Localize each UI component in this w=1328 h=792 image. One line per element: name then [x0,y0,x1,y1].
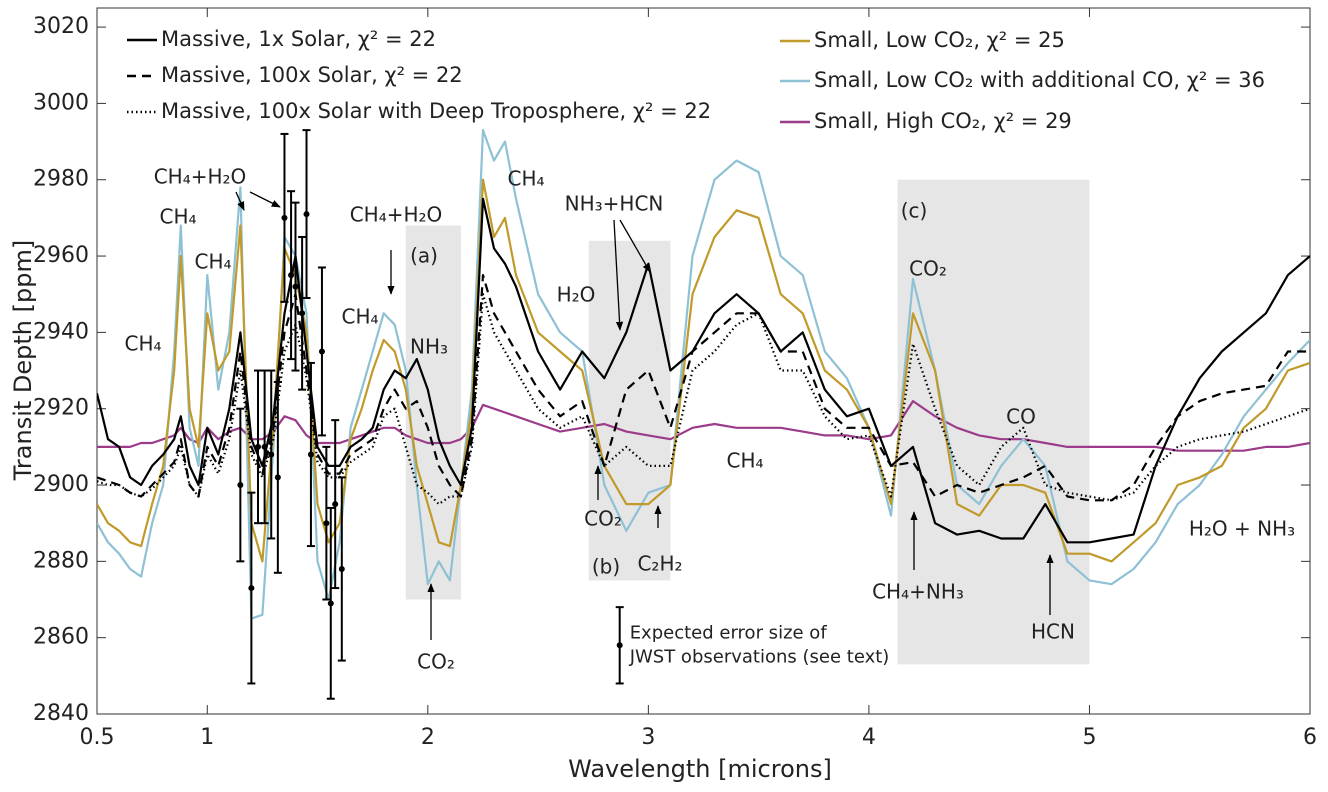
x-tick-label: 2 [421,725,435,750]
annotation-arrow [613,219,624,331]
data-point [281,214,288,221]
annotation: CH₄ [507,167,544,191]
spectrum-line [97,400,1310,452]
data-point [327,600,334,607]
y-tick-label: 2940 [33,319,89,344]
annotation: CO [1006,405,1036,429]
y-tick-label: 2920 [33,396,89,421]
data-point [332,501,339,508]
shaded-region [897,179,1090,665]
annotation: CO₂ [909,257,947,281]
annotation: HCN [1031,620,1075,644]
data-point [261,443,268,450]
annotation: CH₄ [194,250,231,274]
data-point [237,482,244,489]
data-point [318,348,325,355]
annotation: CO₂ [417,650,455,674]
region-label: (c) [901,199,928,223]
data-point [248,585,255,592]
data-point [307,451,314,458]
annotation: CH₄+H₂O [154,165,247,189]
annotation: C₂H₂ [637,552,682,576]
annotation: CH₄+H₂O [350,203,443,227]
y-axis-label: Transit Depth [ppm] [9,240,37,481]
region-label: (a) [410,244,438,268]
spectrum-line [97,178,1310,563]
data-point [323,520,330,527]
error-note: JWST observations (see text) [629,646,890,667]
annotation: CH₄ [159,205,196,229]
data-point [299,310,306,317]
y-tick-label: 3020 [33,14,89,39]
plot-frame [96,7,1311,715]
data-point [292,283,299,290]
annotation-arrow [619,219,651,273]
x-tick-label: 5 [1082,725,1096,750]
y-tick-label: 2840 [33,701,89,726]
x-tick-label: 6 [1303,725,1317,750]
plot-area [97,129,1310,620]
x-axis-label: Wavelength [microns] [568,755,832,783]
x-tick-label: 1 [200,725,214,750]
legend-label: Massive, 100x Solar, χ² = 22 [161,63,463,87]
x-tick-label: 0.5 [80,725,115,750]
legend-label: Massive, 1x Solar, χ² = 22 [161,27,436,51]
annotation: H₂O + NH₃ [1189,517,1295,541]
data-point [254,443,261,450]
spectrum-line [97,197,1310,544]
x-tick-label: 3 [641,725,655,750]
annotation: CH₄+NH₃ [872,580,964,604]
legend-label: Small, Low CO₂ with additional CO, χ² = … [814,68,1265,92]
data-point [616,642,623,649]
data-point [274,474,281,481]
spectrum-line [97,274,1310,502]
legend-label: Small, Low CO₂, χ² = 25 [814,28,1065,52]
y-tick-label: 3000 [33,90,89,115]
annotation: CH₄ [726,449,763,473]
data-point [268,451,275,458]
y-tick-label: 2860 [33,625,89,650]
data-point [303,211,310,218]
y-tick-label: 2880 [33,548,89,573]
legend-label: Small, High CO₂, χ² = 29 [814,109,1072,133]
annotation: NH₃+HCN [565,192,664,216]
annotation-arrow [249,191,281,208]
y-tick-label: 2980 [33,167,89,192]
annotation: CO₂ [584,507,622,531]
x-tick-label: 4 [862,725,876,750]
annotation-arrow [235,191,245,211]
data-point [338,565,345,572]
error-note: Expected error size of [630,622,828,643]
legend-label: Massive, 100x Solar with Deep Tropospher… [161,99,711,123]
data-point [288,272,295,279]
annotation: CH₄ [124,332,161,356]
annotation: H₂O [557,283,596,307]
region-label: (b) [592,555,620,579]
annotation: NH₃ [410,335,448,359]
y-tick-label: 2900 [33,472,89,497]
annotation: CH₄ [341,305,378,329]
y-tick-label: 2960 [33,243,89,268]
